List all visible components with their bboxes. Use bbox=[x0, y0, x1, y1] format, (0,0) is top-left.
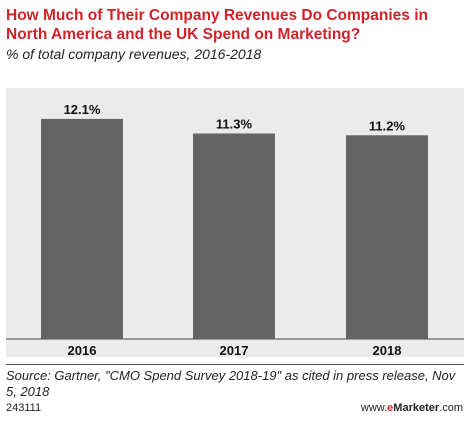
chart-id-code: 243111 bbox=[6, 402, 42, 414]
brand-url: www.eMarketer.com bbox=[361, 402, 463, 414]
bar-chart: 12.1% 2016 11.3% 2017 11.2% 2018 bbox=[6, 102, 464, 358]
brand-suffix: .com bbox=[439, 402, 463, 414]
data-label-2016: 12.1% bbox=[64, 102, 101, 117]
x-tick-label-2018: 2018 bbox=[373, 343, 402, 358]
chart-subtitle: % of total company revenues, 2016-2018 bbox=[6, 46, 262, 62]
x-tick-label-2016: 2016 bbox=[68, 343, 97, 358]
bar-2018 bbox=[346, 135, 428, 339]
bar-2017 bbox=[193, 133, 275, 339]
x-tick-label-2017: 2017 bbox=[220, 343, 249, 358]
brand-e: e bbox=[387, 402, 394, 414]
bar-2016 bbox=[41, 118, 123, 339]
data-label-2017: 11.3% bbox=[216, 116, 253, 131]
brand-main: Marketer bbox=[393, 402, 440, 414]
footer-divider bbox=[6, 364, 464, 365]
source-note: Source: Gartner, "CMO Spend Survey 2018-… bbox=[6, 368, 456, 399]
brand-prefix: www. bbox=[360, 402, 388, 414]
data-label-2018: 11.2% bbox=[369, 118, 406, 133]
chart-title: How Much of Their Company Revenues Do Co… bbox=[6, 7, 428, 43]
